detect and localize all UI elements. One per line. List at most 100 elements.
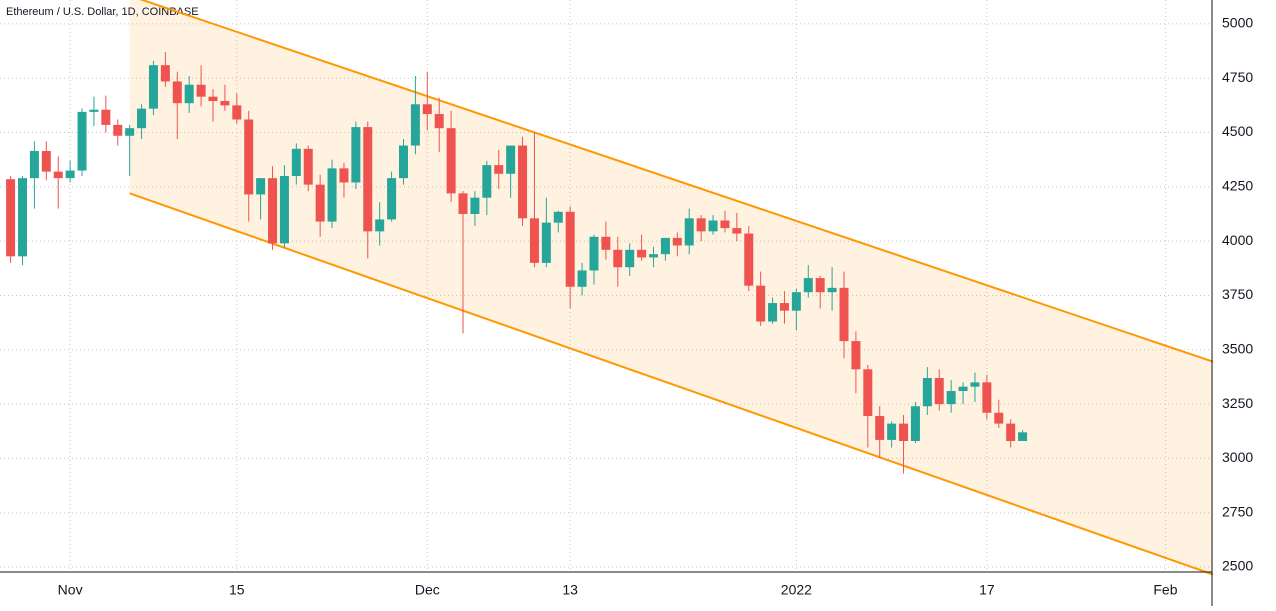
candle-body xyxy=(684,218,694,246)
candle-body xyxy=(232,105,242,120)
channel-fill xyxy=(129,0,1214,575)
candle-body xyxy=(303,148,313,185)
candle-body xyxy=(101,109,111,125)
candle-body xyxy=(696,218,706,232)
x-tick-label: 2022 xyxy=(781,582,812,598)
candle-body xyxy=(970,382,980,387)
candle-body xyxy=(291,148,301,176)
candle-body xyxy=(41,150,51,172)
candle-body xyxy=(899,423,909,442)
y-tick-label: 3250 xyxy=(1222,395,1253,411)
candle-body xyxy=(982,382,992,413)
candle-body xyxy=(672,237,682,246)
candle-body xyxy=(268,178,278,244)
candle-body xyxy=(887,423,897,440)
candle-body xyxy=(720,220,730,229)
candle-body xyxy=(148,65,158,109)
y-tick-label: 4250 xyxy=(1222,178,1253,194)
candle-body xyxy=(518,145,528,219)
y-tick-label: 2750 xyxy=(1222,503,1253,519)
candle-body xyxy=(708,220,718,232)
candle-body xyxy=(589,236,599,271)
candle-body xyxy=(220,101,230,106)
candle-body xyxy=(208,96,218,102)
candle-body xyxy=(744,233,754,286)
candle-body xyxy=(77,111,87,171)
candle-body xyxy=(470,197,480,214)
candle-body xyxy=(458,193,468,214)
x-tick-label: Nov xyxy=(58,582,83,598)
candle-body xyxy=(494,165,504,174)
candle-body xyxy=(339,168,349,183)
candle-body xyxy=(363,127,373,232)
channel-line xyxy=(139,0,1214,363)
candle-body xyxy=(660,237,670,255)
candle-body xyxy=(351,127,361,183)
candle-body xyxy=(315,184,325,222)
candle-body xyxy=(1006,423,1016,442)
y-tick-label: 5000 xyxy=(1222,15,1253,31)
candle-body xyxy=(922,378,932,407)
candle-body xyxy=(422,104,432,115)
candle-body xyxy=(387,178,397,220)
candle-body xyxy=(506,145,516,174)
candle-body xyxy=(53,171,63,179)
candle-body xyxy=(875,416,885,440)
x-tick-label: 13 xyxy=(562,582,578,598)
y-tick-label: 4500 xyxy=(1222,123,1253,139)
candle-body xyxy=(29,150,39,179)
y-tick-label: 4750 xyxy=(1222,69,1253,85)
candle-body xyxy=(125,128,135,136)
candle-body xyxy=(958,386,968,392)
y-tick-label: 3750 xyxy=(1222,286,1253,302)
candle-body xyxy=(815,278,825,293)
candle-body xyxy=(637,249,647,258)
candle-body xyxy=(137,108,147,129)
candle-body xyxy=(601,236,611,250)
candle-body xyxy=(839,287,849,342)
candle-body xyxy=(89,109,99,112)
candle-body xyxy=(113,124,123,136)
candle-body xyxy=(577,270,587,287)
chart-title: Ethereum / U.S. Dollar, 1D, COINBASE xyxy=(6,6,199,18)
candle-body xyxy=(196,84,206,97)
candle-body xyxy=(482,165,492,198)
y-tick-label: 3500 xyxy=(1222,340,1253,356)
x-tick-label: 17 xyxy=(979,582,995,598)
channel-line xyxy=(129,192,1214,576)
candle-body xyxy=(827,287,837,293)
candle-body xyxy=(18,178,28,257)
candle-body xyxy=(256,178,266,195)
candle-body xyxy=(172,81,182,104)
candle-body xyxy=(375,219,385,232)
x-tick-label: Dec xyxy=(415,582,440,598)
candle-body xyxy=(160,65,170,82)
x-tick-label: Feb xyxy=(1153,582,1177,598)
candle-body xyxy=(279,175,289,244)
candle-body xyxy=(553,211,563,223)
candle-body xyxy=(327,168,337,222)
candle-body xyxy=(541,222,551,263)
candle-body xyxy=(649,254,659,258)
candle-body xyxy=(803,278,813,293)
candle-body xyxy=(994,412,1004,424)
y-tick-label: 2500 xyxy=(1222,558,1253,574)
candle-body xyxy=(446,128,456,194)
candle-body xyxy=(613,249,623,268)
candle-body xyxy=(779,303,789,311)
candle-body xyxy=(565,211,575,287)
candle-body xyxy=(398,145,408,179)
candle-body xyxy=(732,228,742,234)
y-tick-label: 4000 xyxy=(1222,232,1253,248)
candle-body xyxy=(863,369,873,417)
candle-body xyxy=(184,84,194,104)
x-tick-label: 15 xyxy=(229,582,245,598)
candle-body xyxy=(529,218,539,263)
candle-body xyxy=(756,285,766,322)
candle-body xyxy=(851,341,861,370)
candle-body xyxy=(791,292,801,311)
y-tick-label: 3000 xyxy=(1222,449,1253,465)
candle-body xyxy=(946,391,956,405)
candle-body xyxy=(768,303,778,322)
